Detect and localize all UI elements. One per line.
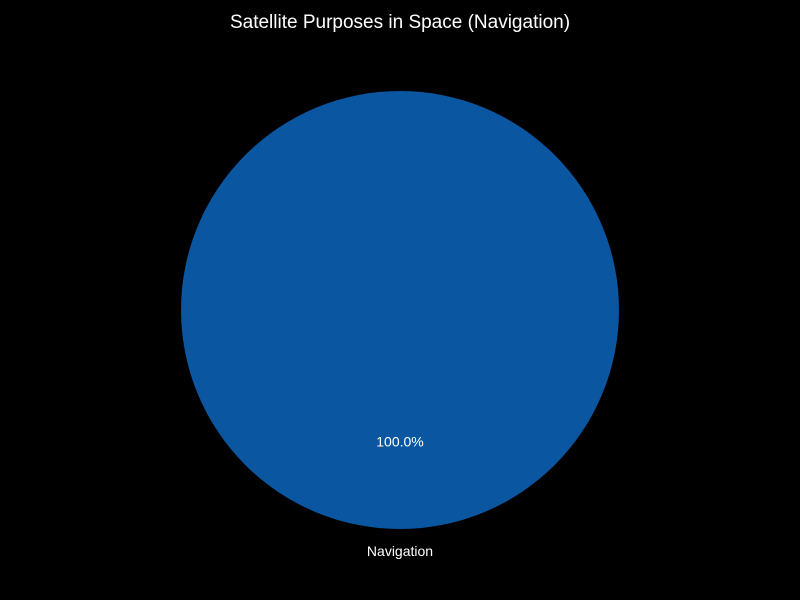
chart-title: Satellite Purposes in Space (Navigation)	[230, 12, 570, 33]
slice-label-navigation: Navigation	[367, 543, 433, 559]
pie-labels: Navigation 100.0%	[367, 433, 433, 559]
percent-label-navigation: 100.0%	[376, 433, 423, 449]
pie-slice-navigation	[181, 91, 619, 529]
pie-slices	[181, 91, 619, 529]
